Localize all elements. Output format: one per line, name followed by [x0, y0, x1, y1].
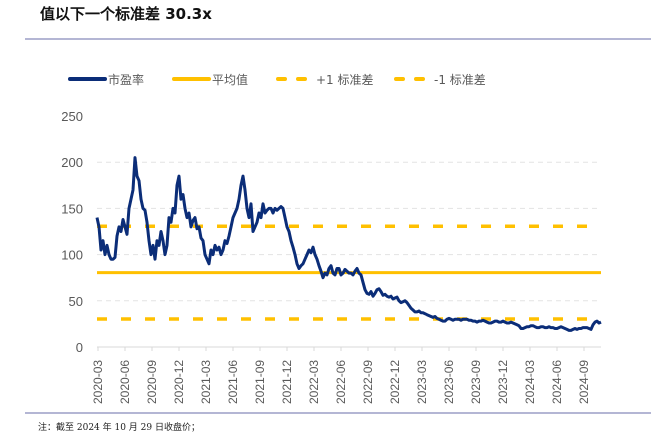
legend-minus-1-std-label: -1 标准差	[434, 73, 486, 87]
y-tick-label: 0	[76, 340, 83, 355]
chart-title: 值以下一个标准差 30.3x	[40, 5, 212, 23]
y-tick-label: 50	[69, 294, 83, 309]
x-tick-label: 2024-03	[523, 360, 537, 404]
x-tick-label: 2020-06	[118, 360, 132, 404]
legend-plus-1-std-label: +1 标准差	[316, 73, 374, 87]
pe-series-line	[95, 156, 602, 332]
x-tick-label: 2021-09	[253, 360, 267, 404]
y-tick-label: 100	[61, 248, 83, 263]
x-tick-label: 2023-06	[442, 360, 456, 404]
x-tick-label: 2023-09	[469, 360, 483, 404]
legend-pe-label: 市盈率	[108, 72, 144, 87]
x-tick-label: 2023-03	[415, 360, 429, 404]
x-tick-label: 2023-12	[496, 360, 510, 404]
x-tick-label: 2021-12	[280, 360, 294, 404]
top-divider	[25, 38, 651, 40]
bottom-divider	[25, 412, 651, 414]
x-tick-label: 2020-03	[91, 360, 105, 404]
footnote: 注：截至 2024 年 10 月 29 日收盘价；	[38, 423, 200, 433]
x-tick-label: 2024-09	[577, 360, 591, 404]
y-tick-label: 250	[61, 109, 83, 124]
x-tick-label: 2021-06	[226, 360, 240, 404]
y-tick-label: 200	[61, 155, 83, 170]
x-tick-label: 2022-09	[361, 360, 375, 404]
x-tick-label: 2020-12	[172, 360, 186, 404]
x-tick-label: 2021-03	[199, 360, 213, 404]
y-tick-label: 150	[61, 201, 83, 216]
x-tick-label: 2022-06	[334, 360, 348, 404]
x-tick-label: 2022-12	[388, 360, 402, 404]
legend-mean-label: 平均值	[212, 72, 248, 87]
x-tick-label: 2022-03	[307, 360, 321, 404]
x-tick-label: 2024-06	[550, 360, 564, 404]
x-tick-label: 2020-09	[145, 360, 159, 404]
